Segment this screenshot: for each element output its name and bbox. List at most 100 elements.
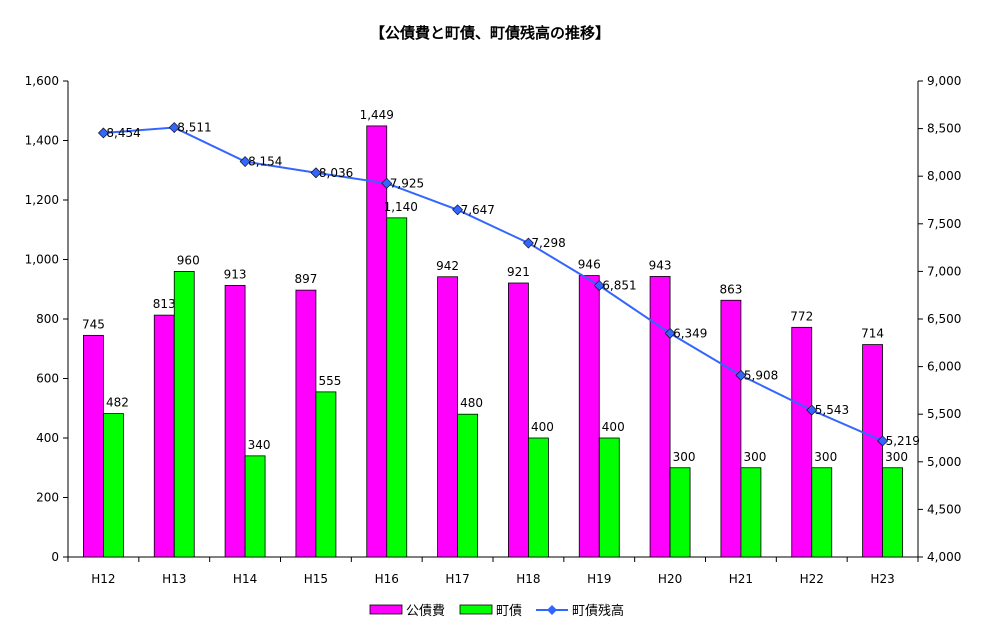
line-marker bbox=[168, 122, 180, 133]
bar-data-label: 946 bbox=[578, 258, 601, 272]
right-tick-label: 6,500 bbox=[927, 312, 961, 326]
right-tick-label: 7,000 bbox=[927, 264, 961, 278]
legend-label: 町債 bbox=[496, 604, 522, 619]
bar-data-label: 943 bbox=[649, 258, 672, 272]
line-data-label: 6,851 bbox=[602, 279, 636, 293]
bar-machisai bbox=[882, 467, 903, 558]
legend-marker bbox=[547, 605, 557, 615]
left-tick-label: 0 bbox=[51, 550, 59, 564]
line-data-label: 8,454 bbox=[106, 126, 140, 140]
line-data-label: 7,298 bbox=[531, 236, 565, 250]
bar-machisai bbox=[103, 413, 124, 558]
bar-data-label: 300 bbox=[814, 450, 837, 464]
bar-machisai bbox=[173, 270, 195, 558]
bar-data-label: 960 bbox=[177, 253, 200, 267]
x-tick-label: H21 bbox=[729, 572, 753, 586]
x-tick-label: H20 bbox=[658, 572, 682, 586]
x-tick-label: H23 bbox=[870, 572, 894, 586]
line-marker bbox=[522, 237, 534, 249]
line-marker bbox=[97, 127, 109, 139]
line-data-label: 5,543 bbox=[815, 403, 849, 417]
bar-data-label: 942 bbox=[436, 259, 459, 273]
line-data-label: 8,036 bbox=[319, 166, 353, 180]
right-tick-label: 8,500 bbox=[927, 122, 961, 136]
bar-kousaihi bbox=[224, 284, 246, 558]
line-data-label: 7,647 bbox=[461, 203, 495, 217]
bar-data-label: 300 bbox=[743, 450, 766, 464]
line-machisai-zandaka bbox=[103, 126, 883, 442]
bar-data-label: 772 bbox=[790, 309, 813, 323]
bar-data-label: 1,449 bbox=[360, 108, 394, 122]
line-data-label: 7,925 bbox=[390, 176, 424, 190]
bar-data-label: 400 bbox=[602, 420, 625, 434]
left-tick-label: 800 bbox=[36, 312, 59, 326]
bar-kousaihi bbox=[83, 334, 104, 558]
bar-kousaihi bbox=[437, 276, 458, 558]
line-data-label: 8,154 bbox=[248, 155, 282, 169]
bar-kousaihi bbox=[366, 125, 388, 558]
bar-data-label: 300 bbox=[673, 450, 696, 464]
left-tick-label: 1,200 bbox=[25, 193, 59, 207]
bar-data-label: 340 bbox=[248, 438, 271, 452]
right-tick-label: 9,000 bbox=[927, 74, 961, 88]
bar-data-label: 813 bbox=[153, 297, 176, 311]
bar-data-label: 913 bbox=[224, 267, 247, 281]
bar-machisai bbox=[315, 391, 337, 558]
bar-data-label: 300 bbox=[885, 450, 908, 464]
bar-kousaihi bbox=[578, 275, 600, 558]
x-tick-label: H19 bbox=[587, 572, 611, 586]
bar-machisai bbox=[740, 467, 762, 558]
line-marker bbox=[664, 327, 676, 339]
left-tick-label: 1,400 bbox=[25, 134, 59, 148]
bar-data-label: 482 bbox=[106, 396, 129, 410]
legend-swatch bbox=[459, 604, 493, 615]
line-marker bbox=[735, 369, 747, 381]
bar-kousaihi bbox=[649, 276, 671, 558]
bar-data-label: 1,140 bbox=[384, 200, 418, 214]
bar-kousaihi bbox=[508, 282, 529, 558]
chart-title: 【公債費と町債、町債残高の推移】 bbox=[370, 24, 610, 42]
legend-label: 町債残高 bbox=[572, 603, 624, 619]
x-tick-label: H22 bbox=[800, 572, 824, 586]
legend-swatch bbox=[369, 604, 403, 615]
left-tick-label: 1,600 bbox=[25, 74, 59, 88]
right-tick-label: 8,000 bbox=[927, 169, 961, 183]
x-tick-label: H16 bbox=[375, 572, 399, 586]
legend-label: 公債費 bbox=[406, 604, 445, 619]
x-tick-label: H14 bbox=[233, 572, 257, 586]
bar-kousaihi bbox=[295, 289, 317, 558]
bar-machisai bbox=[811, 467, 833, 558]
bar-kousaihi bbox=[791, 326, 813, 558]
bar-data-label: 897 bbox=[294, 272, 317, 286]
bar-data-label: 555 bbox=[318, 374, 341, 388]
bar-machisai bbox=[244, 455, 266, 558]
line-data-label: 8,511 bbox=[177, 121, 211, 135]
bar-kousaihi bbox=[153, 314, 175, 558]
right-tick-label: 6,000 bbox=[927, 360, 961, 374]
bar-machisai bbox=[528, 437, 549, 558]
bar-kousaihi bbox=[720, 299, 742, 558]
line-marker bbox=[310, 167, 322, 179]
bar-machisai bbox=[457, 413, 478, 558]
left-tick-label: 400 bbox=[36, 431, 59, 445]
left-tick-label: 200 bbox=[36, 491, 59, 505]
line-marker bbox=[593, 280, 605, 292]
right-tick-label: 4,000 bbox=[927, 550, 961, 564]
line-marker bbox=[877, 435, 889, 447]
line-marker bbox=[806, 404, 818, 416]
x-tick-label: H12 bbox=[91, 572, 115, 586]
bar-data-label: 863 bbox=[719, 282, 742, 296]
bar-machisai bbox=[386, 217, 408, 558]
bar-data-label: 714 bbox=[861, 327, 884, 341]
bar-machisai bbox=[598, 437, 620, 558]
line-marker bbox=[452, 204, 464, 216]
line-data-label: 5,908 bbox=[744, 368, 778, 382]
bar-kousaihi bbox=[862, 344, 883, 558]
bar-machisai bbox=[669, 467, 691, 558]
bar-data-label: 400 bbox=[531, 420, 554, 434]
x-tick-label: H15 bbox=[304, 572, 328, 586]
bar-data-label: 745 bbox=[82, 317, 105, 331]
left-tick-label: 600 bbox=[36, 372, 59, 386]
